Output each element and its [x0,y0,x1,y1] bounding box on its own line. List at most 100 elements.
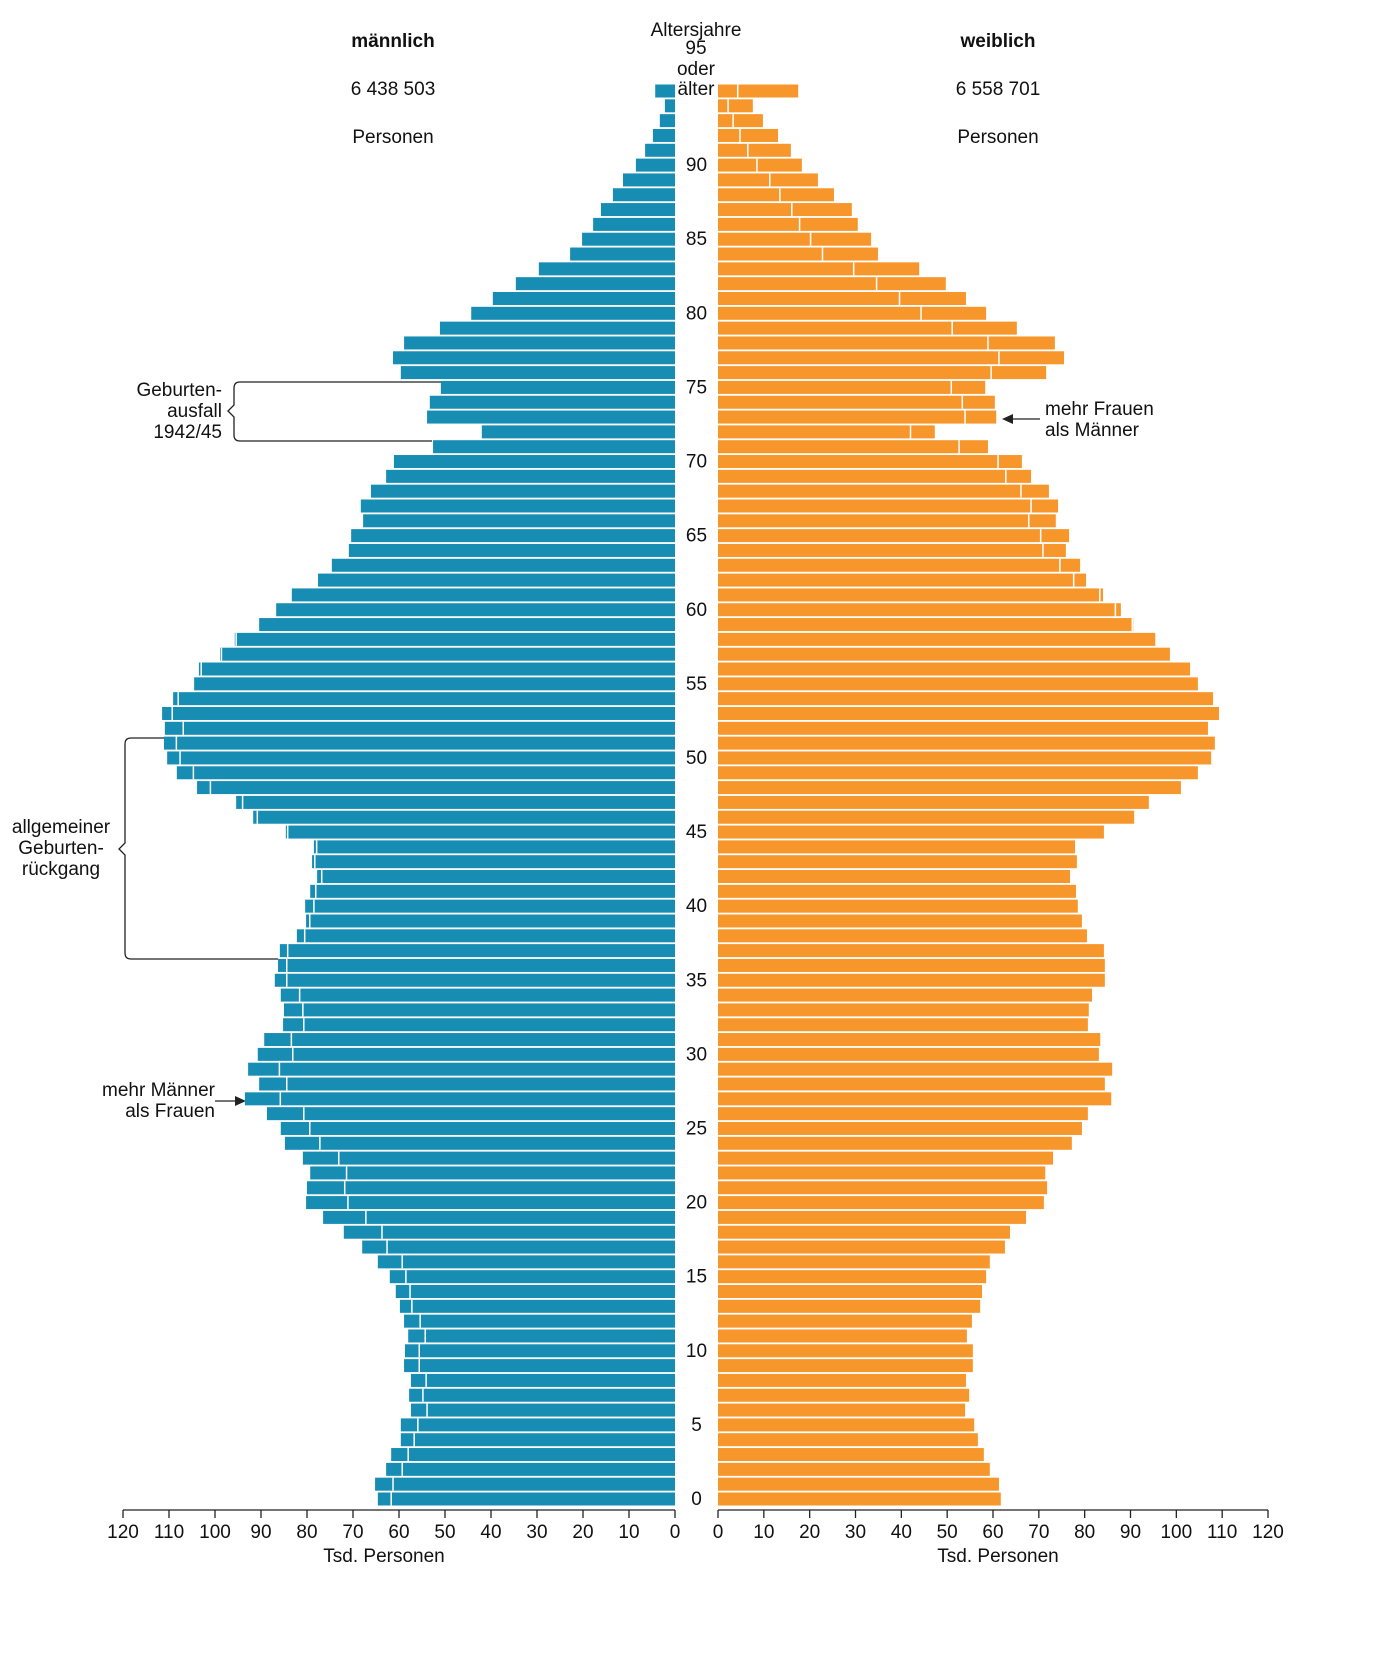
bar [718,114,763,128]
bar [176,766,675,780]
bar [471,306,675,320]
bar [276,603,675,617]
bar [718,825,1104,839]
bar [386,1462,675,1476]
y-tick-label: 0 [691,1489,702,1510]
bar [198,662,675,676]
bar [718,1003,1089,1017]
y-tick-label: 55 [686,674,707,695]
bar [718,262,920,276]
bar [718,514,1056,528]
bar [264,1033,675,1047]
bar [307,1181,675,1195]
y-tick-label: 60 [686,600,707,621]
male-unit: Personen [352,127,434,148]
female-header: weiblich 6 558 701 Personen [898,6,1098,174]
female-title: weiblich [960,31,1036,52]
bar [718,588,1103,602]
y-tick-label: 45 [686,822,707,843]
bar [652,128,675,142]
bar [718,410,997,424]
x-tick-label: 20 [572,1522,593,1543]
bar [718,188,834,202]
x-tick-label: 30 [526,1522,547,1543]
bar [718,247,878,261]
bar [305,899,675,913]
bar [718,1403,966,1417]
bar [348,543,675,557]
bar [492,291,675,305]
x-tick-label: 70 [1028,1522,1049,1543]
y-tick-label: 75 [686,377,707,398]
y-tick-label: 50 [686,748,707,769]
bar [234,632,675,646]
bar [718,1299,981,1313]
bar [313,840,675,854]
bar [718,1329,967,1343]
bar [718,736,1215,750]
x-tick-label: 100 [1160,1522,1192,1543]
bar [310,884,675,898]
bar [718,366,1047,380]
y-tick-label: 90 [686,155,707,176]
x-tick-label: 10 [753,1522,774,1543]
bar [284,1136,675,1150]
female-total: 6 558 701 [955,79,1041,100]
bar [439,321,675,335]
bracket [227,381,441,442]
bar [400,366,675,380]
arrow-head [235,1096,246,1106]
y-tick-label: 30 [686,1044,707,1065]
y-tick-label: 35 [686,970,707,991]
bar [363,514,675,528]
bar [718,1418,975,1432]
bar [718,306,987,320]
y-axis-label: Altersjahre [650,20,742,41]
bar [718,380,986,394]
bar [718,1121,1082,1135]
x-tick-label: 20 [799,1522,820,1543]
bar [718,1210,1026,1224]
bar [718,321,1017,335]
bar [164,721,676,735]
bar [408,1329,675,1343]
x-tick-label: 0 [670,1522,681,1543]
x-axis-label: Tsd. Personen [323,1546,444,1567]
bar [718,291,966,305]
bar [718,1196,1044,1210]
bar [718,558,1081,572]
x-tick-label: 70 [342,1522,363,1543]
bar [429,395,675,409]
bar [718,795,1149,809]
bar [718,499,1059,513]
bar [197,781,675,795]
male-title: männlich [351,31,435,52]
bar [410,1373,675,1387]
bar [570,247,675,261]
bar [718,99,753,113]
bar [538,262,675,276]
x-tick-label: 60 [388,1522,409,1543]
bar [718,944,1104,958]
bar [283,1018,675,1032]
bar [377,1255,675,1269]
bar [718,1359,973,1373]
arrow-head [1002,414,1013,424]
bar [718,632,1156,646]
brackets [118,381,1040,1102]
bar [266,1107,675,1121]
bar [718,128,779,142]
bar [718,988,1092,1002]
bar [718,1047,1099,1061]
bar [718,484,1049,498]
bar [718,395,995,409]
bar [323,1210,675,1224]
bar [410,1403,675,1417]
x-tick-label: 110 [154,1522,184,1543]
bar [370,484,675,498]
bar [318,573,675,587]
bar [718,647,1170,661]
bar [582,232,675,246]
bar [296,929,675,943]
x-tick-label: 30 [845,1522,866,1543]
